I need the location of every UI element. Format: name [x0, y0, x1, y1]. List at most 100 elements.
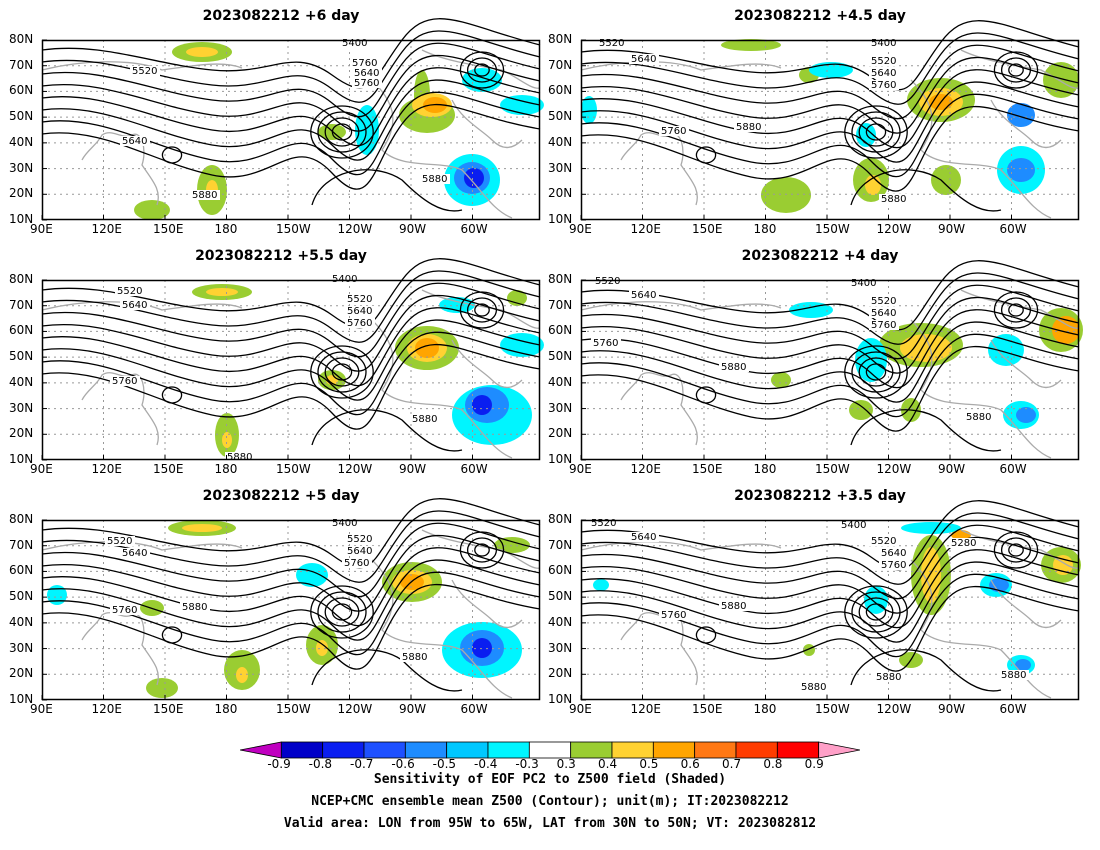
contour-label: 5400 [332, 274, 357, 285]
z500-contour [580, 321, 1080, 403]
longitude-label: 180 [753, 702, 777, 716]
contour-label: 5880 [801, 682, 826, 693]
latitude-label: 70N [9, 537, 34, 552]
sensitivity-shading [1007, 158, 1035, 182]
z500-contour [580, 573, 1080, 658]
contour-label: 5760 [354, 78, 379, 89]
contour-label: 5520 [599, 38, 624, 49]
latitude-label: 40N [548, 374, 573, 389]
sensitivity-shading [1043, 62, 1079, 98]
contour-label: 5880 [412, 414, 437, 425]
latitude-label: 30N [9, 160, 34, 175]
latitude-label: 60N [548, 563, 573, 578]
longitude-label: 60W [999, 702, 1027, 716]
longitude-label: 150W [815, 462, 850, 476]
sensitivity-shading [182, 524, 222, 532]
z500-contour [580, 333, 1080, 418]
latitude-label: 80N [548, 272, 573, 286]
longitude-label: 90W [938, 462, 966, 476]
z500-contour [580, 524, 1080, 600]
contour-label: 5760 [871, 320, 896, 331]
latitude-label: 20N [9, 426, 34, 441]
latitude-label: 20N [9, 666, 34, 681]
latitude-label: 30N [548, 400, 573, 415]
z500-contour [41, 294, 541, 372]
longitude-label: 120W [876, 462, 912, 476]
longitude-label: 120E [630, 222, 662, 236]
longitude-label: 150W [815, 702, 850, 716]
z500-contour [580, 512, 1080, 585]
longitude-label: 90E [569, 702, 592, 716]
longitude-label: 120W [876, 702, 912, 716]
colorbar-segment [611, 741, 654, 759]
z500-contour [41, 331, 541, 416]
contour-label: 5880 [422, 174, 447, 185]
longitude-label: 90W [938, 222, 966, 236]
sensitivity-shading [1007, 103, 1035, 127]
sensitivity-shading [931, 165, 961, 195]
colorbar-segment [735, 741, 778, 759]
longitude-label: 120E [91, 462, 123, 476]
latitude-label: 30N [548, 160, 573, 175]
contour-label: 5520 [871, 536, 896, 547]
sensitivity-shading [236, 667, 248, 683]
latitude-label: 30N [9, 400, 34, 415]
colorbar-segment [446, 741, 489, 759]
longitude-label: 150E [692, 702, 723, 716]
latitude-label: 70N [548, 537, 573, 552]
contour-label: 5760 [352, 58, 377, 69]
z500-contour [580, 345, 1080, 432]
sensitivity-shading [1015, 659, 1031, 671]
caption-line-1: Sensitivity of EOF PC2 to Z500 field (Sh… [373, 772, 727, 787]
contour-label: 5880 [966, 412, 991, 423]
latitude-label: 50N [9, 109, 34, 124]
sensitivity-shading [593, 579, 609, 591]
contour-label: 5400 [332, 518, 357, 529]
colorbar-tick-label: 0.9 [804, 757, 824, 771]
contour-label: 5400 [342, 38, 367, 49]
contour-label: 5640 [347, 546, 372, 557]
longitude-label: 120E [630, 702, 662, 716]
contour-label: 5880 [227, 452, 252, 463]
z500-contour [580, 69, 1080, 149]
latitude-label: 50N [548, 589, 573, 604]
latitude-label: 70N [548, 57, 573, 72]
longitude-label: 90E [30, 462, 53, 476]
longitude-label: 150E [153, 222, 184, 236]
contour-label: 5520 [591, 518, 616, 529]
z500-contour [580, 32, 1080, 105]
contour-label: 5520 [347, 294, 372, 305]
contour-label: 5520 [871, 296, 896, 307]
sensitivity-shading [849, 400, 873, 420]
latitude-label: 40N [9, 614, 34, 629]
longitude-label: 120W [337, 702, 373, 716]
colorbar-tick-label: 0.8 [763, 757, 783, 771]
sensitivity-shading [1016, 407, 1036, 423]
contour-label: 5520 [347, 534, 372, 545]
colorbar-tick-label: 0.7 [722, 757, 742, 771]
colorbar-tick-label: 0.3 [556, 757, 576, 771]
longitude-label: 60W [460, 462, 488, 476]
z500-contour [580, 284, 1080, 360]
colorbar-tick-label: 0.6 [680, 757, 700, 771]
sensitivity-shading [988, 334, 1024, 366]
latitude-label: 40N [9, 374, 34, 389]
sensitivity-shading [472, 395, 492, 415]
contour-label: 5760 [347, 318, 372, 329]
latitude-label: 60N [548, 323, 573, 338]
z500-contour [41, 319, 541, 401]
longitude-label: 150W [276, 222, 311, 236]
longitude-label: 120W [337, 222, 373, 236]
sensitivity-shading [1052, 316, 1080, 344]
sensitivity-shading [761, 177, 811, 213]
latitude-label: 60N [548, 83, 573, 98]
contour-label: 5760 [881, 560, 906, 571]
colorbar-segment [322, 741, 365, 759]
latitude-label: 70N [9, 57, 34, 72]
z500-contour [41, 559, 541, 641]
z500-contour [580, 81, 1080, 163]
sensitivity-shading [415, 338, 439, 358]
panel-title: 2023082212 +4.5 day [734, 8, 906, 24]
z500-contour [580, 44, 1080, 120]
